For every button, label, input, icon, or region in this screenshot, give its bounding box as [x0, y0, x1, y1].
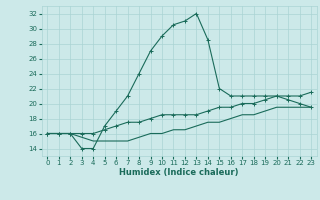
X-axis label: Humidex (Indice chaleur): Humidex (Indice chaleur) [119, 168, 239, 177]
